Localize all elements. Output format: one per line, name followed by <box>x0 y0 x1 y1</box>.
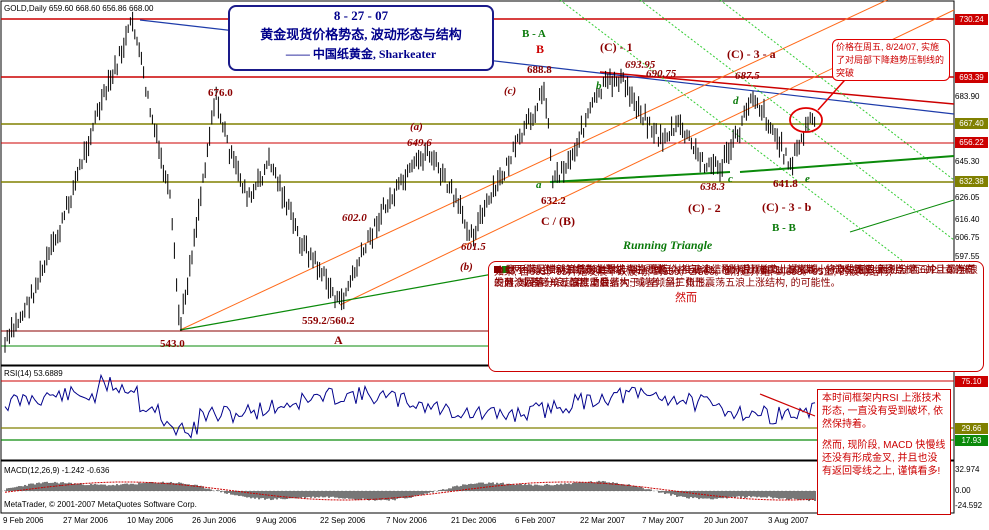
label-69075: 690.75 <box>646 68 677 80</box>
rsi-line <box>4 373 816 439</box>
time-tick: 20 Jun 2007 <box>704 516 749 525</box>
analysis-note: 两种颜色标注的波动结构, 都指引着价格自641。8附近开始向上的攀升, 将产生五… <box>488 261 984 372</box>
price-tag-support: 632.38 <box>955 176 988 187</box>
price-tick: 626.05 <box>955 193 980 202</box>
label-6888: 688.8 <box>527 64 552 76</box>
rsi-note: 本时间框架内RSI 上涨技术形态, 一直没有受到破坏, 依然保持着。 然而, 现… <box>817 389 951 515</box>
label-C3b: (C) - 3 - b <box>762 200 812 214</box>
time-tick: 27 Mar 2006 <box>63 516 108 525</box>
label-B: B <box>536 42 545 56</box>
time-tick: 22 Sep 2006 <box>320 516 366 525</box>
time-tick: 10 May 2006 <box>127 516 174 525</box>
label-69395: 693.95 <box>625 59 656 71</box>
label-C2: (C) - 2 <box>688 201 721 215</box>
time-tick: 9 Aug 2006 <box>256 516 297 525</box>
time-tick: 7 Nov 2006 <box>386 516 427 525</box>
price-tag-level: 656.22 <box>955 137 988 148</box>
label-6322: 632.2 <box>541 195 566 207</box>
label-d-small: d <box>733 95 739 107</box>
rsi-tag-mid: 29.66 <box>955 423 988 434</box>
label-b-paren: (b) <box>460 261 473 273</box>
title-box: 8 - 27 - 07 黄金现货价格势态, 波动形态与结构 —— 中国纸黄金, … <box>228 5 494 71</box>
note-para-4: 2) 也不满足倾斜三角形上涨结构的要求 —— 三个上涨分浪, 幅度上越来越小, … <box>494 265 978 289</box>
label-6875: 687.5 <box>735 70 760 82</box>
note-para-2: 如果, 自693。95开始发展下跌波动, 到559。2/560。2附近开始, 到… <box>494 267 892 278</box>
macd-label: MACD(12,26,9) -1.242 -0.636 <box>4 466 110 475</box>
label-e-small: e <box>805 173 810 185</box>
legend-green-square <box>502 266 509 273</box>
time-tick: 9 Feb 2006 <box>3 516 44 525</box>
label-C-over-B: C / (B) <box>541 214 575 228</box>
label-6418: 641.8 <box>773 178 798 190</box>
macd-note-text: 然而, 现阶段, MACD 快慢线还没有形成金叉, 并且也没有返回零线之上, 谨… <box>822 440 946 477</box>
time-tick: 7 May 2007 <box>642 516 684 525</box>
label-C1: (C) - 1 <box>600 40 633 54</box>
label-C3a: (C) - 3 - a <box>727 47 776 61</box>
time-tick: 6 Feb 2007 <box>515 516 556 525</box>
label-B-B: B - B <box>772 222 796 234</box>
rsi-note-text: 本时间框架内RSI 上涨技术形态, 一直没有受到破坏, 依然保持着。 <box>822 393 944 430</box>
price-tag-resist: 693.39 <box>955 72 988 83</box>
label-a-small: a <box>536 179 542 191</box>
rsi-tag-low: 17.93 <box>955 435 988 446</box>
label-a-paren: (a) <box>410 121 423 133</box>
note-para-1: 两种颜色标注的波动结构, 都指引着价格自641。8附近开始向上的攀升, 将产生五… <box>494 265 976 289</box>
price-tick: 645.30 <box>955 157 980 166</box>
ranhou-label: 然而 <box>675 289 697 305</box>
macd-tick: -24.592 <box>955 501 983 510</box>
label-6015: 601.5 <box>461 241 486 253</box>
time-tick: 26 Jun 2006 <box>192 516 237 525</box>
time-tick: 21 Dec 2006 <box>451 516 497 525</box>
time-tick: 3 Aug 2007 <box>768 516 809 525</box>
label-6383: 638.3 <box>700 181 725 193</box>
price-tick: 616.40 <box>955 215 980 224</box>
macd-tick: 32.974 <box>955 465 980 474</box>
callout-breakout: 价格在周五, 8/24/07, 实施了对局部下降趋势压制线的突破 <box>832 39 950 81</box>
label-running-triangle: Running Triangle <box>623 238 713 252</box>
callout-breakout-text: 价格在周五, 8/24/07, 实施了对局部下降趋势压制线的突破 <box>836 42 945 78</box>
title-date: 8 - 27 - 07 <box>333 8 389 23</box>
time-tick: 22 Mar 2007 <box>580 516 625 525</box>
label-c-small: c <box>728 173 733 185</box>
label-5592: 559.2/560.2 <box>302 315 355 327</box>
price-tick: 597.55 <box>955 252 980 261</box>
price-tag-high: 730.24 <box>955 14 988 25</box>
price-tag-current: 667.40 <box>955 118 988 129</box>
label-b-small: b <box>596 80 602 92</box>
price-tick: 683.90 <box>955 92 980 101</box>
macd-signal-line <box>4 481 816 501</box>
rsi-label: RSI(14) 53.6889 <box>4 369 63 378</box>
label-543: 543.0 <box>160 338 185 350</box>
label-A: A <box>334 333 343 347</box>
rsi-tag-high: 75.10 <box>955 376 988 387</box>
macd-tick: 0.00 <box>955 486 971 495</box>
price-tick: 606.75 <box>955 233 980 242</box>
note-para-3: 1) 既不满足推动浪结构的要求 —— 假定为推动浪结构, 对比, 601。5为某… <box>494 265 976 289</box>
label-6496: 649.6 <box>407 137 432 149</box>
label-602: 602.0 <box>342 212 367 224</box>
label-B-A: B - A <box>522 28 546 40</box>
copyright: MetaTrader, © 2001-2007 MetaQuotes Softw… <box>4 500 197 509</box>
price-bars <box>4 11 816 353</box>
legend-red-square <box>494 266 501 273</box>
label-676: 676.0 <box>208 87 233 99</box>
symbol-line: GOLD,Daily 659.60 668.60 656.86 668.00 <box>4 4 154 13</box>
label-c-paren: (c) <box>504 85 517 97</box>
title-main: 黄金现货价格势态, 波动形态与结构 <box>260 27 462 42</box>
title-author: —— 中国纸黄金, Sharkeater <box>285 47 437 61</box>
